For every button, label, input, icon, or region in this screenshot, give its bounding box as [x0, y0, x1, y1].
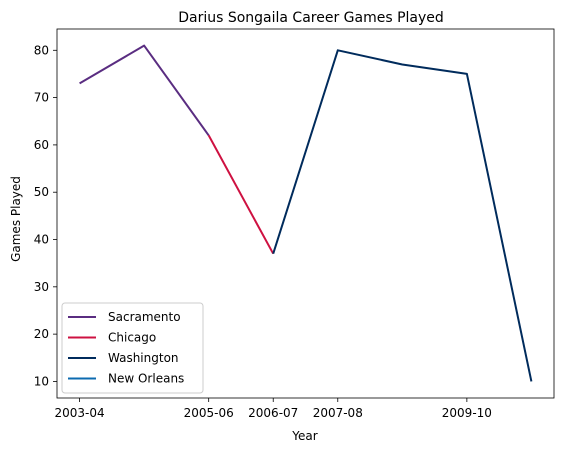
legend-label: New Orleans — [108, 372, 184, 386]
legend: Sacramento Chicago Washington New Orleans — [61, 302, 204, 394]
series-line-washington — [272, 49, 533, 382]
x-tick-label: 2003-04 — [55, 406, 105, 420]
plot-frame — [56, 28, 555, 399]
y-tick-label: 60 — [34, 138, 49, 152]
series-line-chicago — [207, 134, 275, 255]
y-tick-label: 20 — [34, 327, 49, 341]
y-tick-label: 40 — [34, 233, 49, 247]
legend-label: Sacramento — [108, 310, 181, 324]
x-tick-label: 2006-07 — [248, 406, 298, 420]
y-tick-label: 30 — [34, 280, 49, 294]
axes: 2003-04 2005-06 2006-07 2007-08 2009-10 10 20 3… — [34, 28, 555, 420]
y-tick-label: 50 — [34, 185, 49, 199]
x-tick-label: 2009-10 — [442, 406, 492, 420]
x-tick-label: 2007-08 — [313, 406, 363, 420]
y-axis-label: Games Played — [9, 176, 23, 262]
chart-title: Darius Songaila Career Games Played — [178, 10, 444, 26]
y-tick-label: 70 — [34, 91, 49, 105]
plot-area — [79, 44, 533, 382]
x-tick-label: 2005-06 — [184, 406, 234, 420]
x-axis-label: Year — [291, 429, 317, 443]
y-tick-label: 10 — [34, 374, 49, 388]
series-line-sacramento — [79, 44, 210, 136]
legend-label: Washington — [108, 351, 179, 365]
y-tick-label: 80 — [34, 43, 49, 57]
legend-label: Chicago — [108, 331, 156, 345]
legend-box — [61, 302, 204, 394]
